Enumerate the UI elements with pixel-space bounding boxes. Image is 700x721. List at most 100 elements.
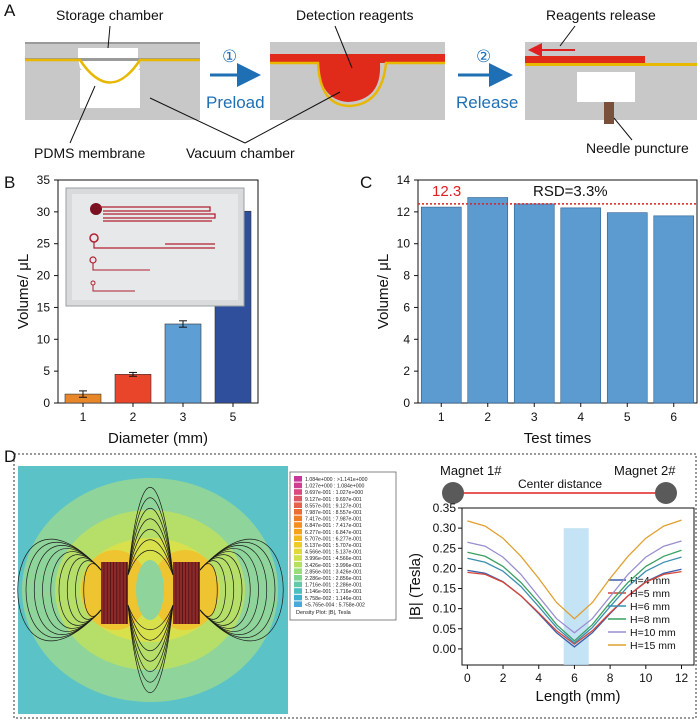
chart-b-ytick-label: 25	[37, 237, 51, 251]
chart-c-annotation: RSD=3.3%	[533, 183, 608, 200]
field-line	[127, 604, 174, 631]
chart-d-ytick-label: 0.30	[433, 521, 457, 535]
density-legend-swatch	[294, 528, 302, 535]
density-legend-row: 7.417e-001 : 7.987e-001	[305, 517, 362, 523]
field-line	[75, 560, 102, 620]
chart-b-ytick-label: 30	[37, 205, 51, 219]
panel-label-c: C	[360, 173, 372, 192]
step1-symbol: ①	[222, 47, 237, 66]
chart-d-ytick-label: 0.35	[433, 501, 457, 515]
panel-d-frame	[13, 453, 697, 719]
chart-c-frame	[417, 179, 698, 404]
chart-c-ytick-label: 4	[403, 332, 410, 346]
chart-d-xtick-label: 0	[464, 671, 471, 685]
density-legend-swatch	[294, 548, 302, 555]
field-line	[199, 560, 226, 620]
density-legend-row: 3.996e-001 : 4.566e-001	[305, 556, 362, 562]
magnet2-label: Magnet 2#	[614, 463, 676, 478]
density-legend-swatch	[294, 482, 302, 489]
chart-c-bar	[420, 206, 462, 404]
chart-b-xlabel: Diameter (mm)	[108, 430, 208, 447]
chart-b-ylabel: Volume/ μL	[15, 254, 32, 329]
storage-chamber-label: Storage chamber	[56, 7, 164, 23]
density-legend-swatch	[294, 542, 302, 548]
density-legend-swatch	[294, 575, 302, 581]
density-legend-row: 1.146e-001 : 1.716e-001	[305, 589, 362, 595]
density-legend-swatch	[294, 489, 302, 495]
chart-d-xtick-label: 8	[607, 671, 614, 685]
chart-d-highlight-band	[563, 528, 589, 665]
chart-c-reference-label: 12.3	[432, 183, 461, 200]
device-preloaded	[270, 42, 445, 120]
chart-d-series-line	[467, 549, 682, 642]
chart-b-xtick-label: 3	[180, 410, 187, 424]
chart-d-ytick-label: 0.15	[433, 582, 457, 596]
density-legend-row: 2.286e-001 : 2.856e-001	[305, 576, 362, 582]
field-line	[199, 557, 235, 623]
chart-b-ytick-label: 15	[37, 300, 51, 314]
density-legend-row: 8.557e-001 : 9.127e-001	[305, 503, 362, 509]
density-legend-swatch	[294, 522, 302, 528]
density-legend-swatch	[294, 495, 302, 502]
density-legend-row: 7.987e-001 : 8.557e-001	[305, 510, 362, 516]
density-legend-swatch	[294, 535, 302, 541]
magnet1-icon	[442, 482, 464, 504]
field-simulation	[17, 466, 288, 714]
field-line	[83, 563, 102, 617]
density-legend-swatch	[294, 555, 302, 561]
chart-b-xtick-label: 1	[80, 410, 87, 424]
density-legend-row: 5.137e-001 : 5.707e-001	[305, 543, 362, 549]
field-line	[127, 604, 174, 651]
chart-c-xlabel: Test times	[524, 430, 592, 447]
density-legend-swatch	[294, 568, 302, 574]
chart-c-xtick-label: 1	[438, 410, 445, 424]
chart-d-ytick-label: 0.10	[433, 602, 457, 616]
density-legend-row: 2.856e-001 : 3.426e-001	[305, 569, 362, 575]
chart-d-legend-label: H=6 mm	[630, 601, 670, 613]
panel-label-a: A	[4, 1, 16, 20]
chart-d-ylabel: |B| (Tesla)	[407, 553, 424, 620]
density-legend-row: 6.277e-001 : 6.847e-001	[305, 530, 362, 536]
density-legend-swatch	[294, 588, 302, 594]
field-line	[127, 529, 174, 576]
density-legend-swatch	[294, 502, 302, 508]
pdms-membrane-line	[25, 58, 200, 84]
field-line	[127, 549, 174, 576]
chart-b-ytick-label: 0	[43, 396, 50, 410]
chart-d-series-line	[467, 540, 682, 634]
chart-d-ytick-label: 0.20	[433, 561, 457, 575]
chart-b-bar	[114, 374, 152, 404]
vacuum-chamber-label: Vacuum chamber	[186, 145, 295, 161]
chart-d-legend-label: H=5 mm	[630, 588, 670, 600]
chart-b-xtick-label: 2	[130, 410, 137, 424]
magnet-schematic: Magnet 1# Magnet 2# Center distance	[440, 463, 677, 504]
detection-reagents-label: Detection reagents	[296, 7, 414, 23]
density-legend-swatch	[294, 581, 302, 588]
field-line	[127, 486, 174, 576]
chart-d-xtick-label: 6	[571, 671, 578, 685]
density-legend-swatch	[294, 515, 302, 522]
field-line	[42, 548, 102, 632]
field-line	[66, 557, 102, 623]
magnet1-label: Magnet 1#	[440, 463, 502, 478]
chart-c-xtick-label: 6	[670, 410, 677, 424]
chart-d-ytick-label: 0.25	[433, 541, 457, 555]
field-line	[127, 497, 174, 576]
chart-b-xtick-label: 5	[230, 410, 237, 424]
chart-d-xlabel: Length (mm)	[535, 688, 620, 705]
field-line	[127, 604, 174, 641]
chart-c-xtick-label: 5	[624, 410, 631, 424]
field-line	[199, 538, 284, 642]
density-legend-row: 9.127e-001 : 9.697e-001	[305, 497, 362, 503]
chart-d-series-line	[467, 570, 682, 645]
device-initial	[25, 42, 200, 120]
density-legend-swatch	[294, 594, 302, 601]
chart-c-bar	[560, 207, 602, 404]
chart-b-ytick-label: 5	[43, 364, 50, 378]
field-line	[199, 563, 218, 617]
field-line	[199, 548, 259, 632]
step1-label: Preload	[206, 93, 265, 112]
